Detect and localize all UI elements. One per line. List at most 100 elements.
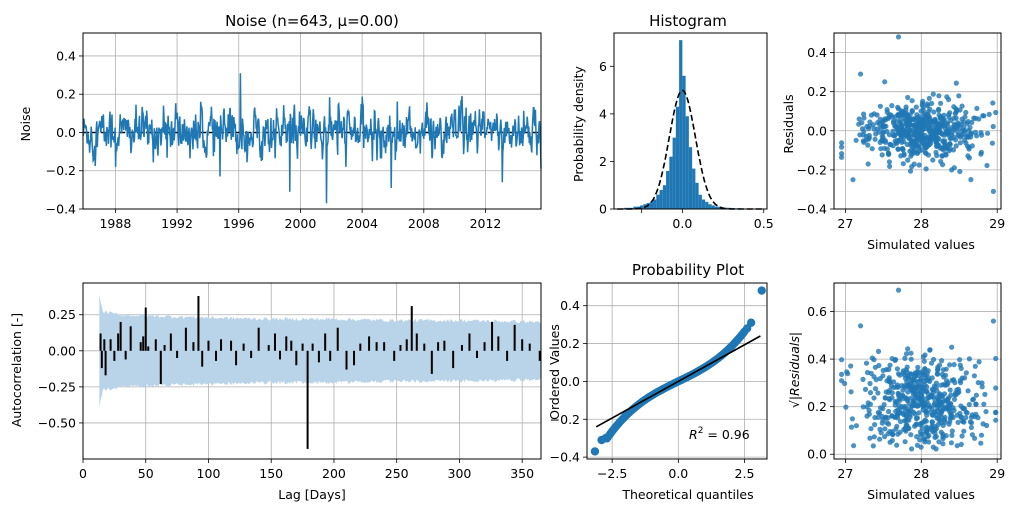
probplot-fit-line bbox=[595, 335, 761, 428]
scale-location-point bbox=[947, 387, 953, 393]
histogram-bar bbox=[698, 194, 702, 209]
residuals-point bbox=[879, 152, 885, 158]
scale-location-point bbox=[970, 397, 976, 403]
acf-bar bbox=[468, 333, 471, 351]
scale-location-point bbox=[942, 414, 948, 420]
scale-location-point bbox=[946, 407, 952, 413]
scale-location-point bbox=[882, 434, 888, 440]
acf-bar bbox=[163, 345, 166, 351]
scale-location-point bbox=[872, 386, 879, 392]
scale-location-point bbox=[860, 376, 866, 382]
scale-location-point bbox=[975, 415, 981, 421]
residuals-point bbox=[944, 121, 951, 127]
scale-location-point bbox=[965, 388, 971, 394]
acf-bar bbox=[359, 343, 362, 351]
histogram-bar bbox=[682, 75, 686, 209]
scale-location-point bbox=[923, 418, 929, 424]
residuals-point bbox=[867, 123, 873, 129]
scale-location-point bbox=[879, 420, 885, 426]
scale-location-point bbox=[963, 370, 969, 376]
residuals-point bbox=[926, 113, 932, 120]
residuals-point bbox=[920, 136, 926, 142]
residuals-xtick-label: 29 bbox=[989, 216, 1005, 231]
residuals-point bbox=[984, 162, 990, 169]
residuals-point bbox=[899, 139, 905, 145]
residuals-point bbox=[903, 121, 909, 127]
residuals-outlier-point bbox=[857, 71, 864, 77]
histogram-bar bbox=[640, 205, 644, 209]
scale-location-point bbox=[918, 390, 924, 396]
residuals-point bbox=[901, 151, 907, 157]
residuals-point bbox=[871, 126, 877, 132]
scale-location-point bbox=[917, 437, 923, 443]
residuals-point bbox=[938, 100, 944, 106]
residuals-point bbox=[916, 148, 923, 154]
residuals-point bbox=[881, 145, 888, 151]
scale-location-point bbox=[925, 426, 931, 432]
residuals-point bbox=[931, 109, 937, 115]
residuals-point bbox=[930, 125, 936, 131]
scale-location-point bbox=[876, 362, 882, 369]
residuals-point bbox=[883, 139, 889, 145]
scale-location-point bbox=[880, 367, 886, 373]
scale-location-point bbox=[945, 401, 951, 407]
scale-location-point bbox=[866, 411, 872, 417]
scale-location-point bbox=[919, 399, 925, 405]
histogram-bar bbox=[724, 207, 728, 209]
residuals-point bbox=[957, 124, 963, 131]
acf-bar bbox=[117, 333, 120, 351]
scale-location-xtick-label: 27 bbox=[837, 466, 853, 481]
scale-location-point bbox=[887, 439, 893, 445]
scale-location-point bbox=[936, 439, 942, 445]
acf-bar bbox=[215, 350, 218, 361]
histogram-bar bbox=[679, 40, 683, 210]
scale-location-point bbox=[932, 409, 938, 415]
residuals-point bbox=[957, 107, 963, 113]
noise-ylabel: Noise bbox=[18, 106, 33, 141]
scale-location-point bbox=[910, 376, 916, 382]
residuals-ytick-label: 0.2 bbox=[807, 84, 827, 99]
scale-location-point bbox=[981, 401, 987, 407]
acf-bar bbox=[336, 327, 339, 351]
scale-location-point bbox=[973, 392, 980, 398]
scale-location-point bbox=[940, 398, 947, 404]
scale-location-outlier-point bbox=[990, 318, 997, 324]
scale-location-point bbox=[896, 396, 902, 402]
scale-location-point bbox=[958, 441, 964, 447]
acf-xtick-label: 200 bbox=[322, 466, 346, 481]
scale-location-point bbox=[967, 419, 974, 425]
acf-bar bbox=[192, 342, 195, 351]
acf-bar bbox=[329, 350, 332, 361]
scale-location-point bbox=[966, 356, 973, 362]
histogram-bar bbox=[662, 185, 667, 209]
histogram-bar bbox=[685, 116, 689, 209]
residuals-point bbox=[926, 95, 932, 101]
residuals-point bbox=[907, 168, 914, 174]
residuals-point bbox=[863, 133, 870, 139]
scale-location-point bbox=[993, 385, 999, 391]
scale-location-point bbox=[913, 394, 919, 400]
acf-bar bbox=[230, 340, 233, 351]
scale-location-point bbox=[882, 415, 888, 421]
residuals-point bbox=[989, 140, 996, 146]
residuals-point bbox=[969, 143, 975, 149]
acf-ylabel: Autocorrelation [-] bbox=[9, 313, 24, 427]
scale-location-point bbox=[956, 389, 962, 395]
residuals-point bbox=[891, 118, 897, 124]
residuals-point bbox=[856, 121, 862, 127]
acf-ytick-label: 0.25 bbox=[48, 307, 76, 322]
acf-bar bbox=[506, 350, 509, 361]
residuals-point bbox=[960, 131, 966, 137]
noise-title: Noise (n=643, μ=0.00) bbox=[225, 12, 399, 30]
residuals-ylabel: Residuals bbox=[781, 94, 796, 153]
acf-bar bbox=[476, 350, 479, 359]
residuals-point bbox=[943, 130, 949, 136]
residuals-point bbox=[938, 158, 944, 165]
scale-location-point bbox=[937, 411, 943, 418]
scale-location-point bbox=[881, 402, 887, 408]
scale-location-point bbox=[892, 399, 898, 405]
scale-location-point bbox=[972, 363, 978, 369]
residuals-point bbox=[939, 153, 945, 159]
residuals-point bbox=[963, 109, 969, 116]
scale-location-point bbox=[922, 437, 928, 443]
